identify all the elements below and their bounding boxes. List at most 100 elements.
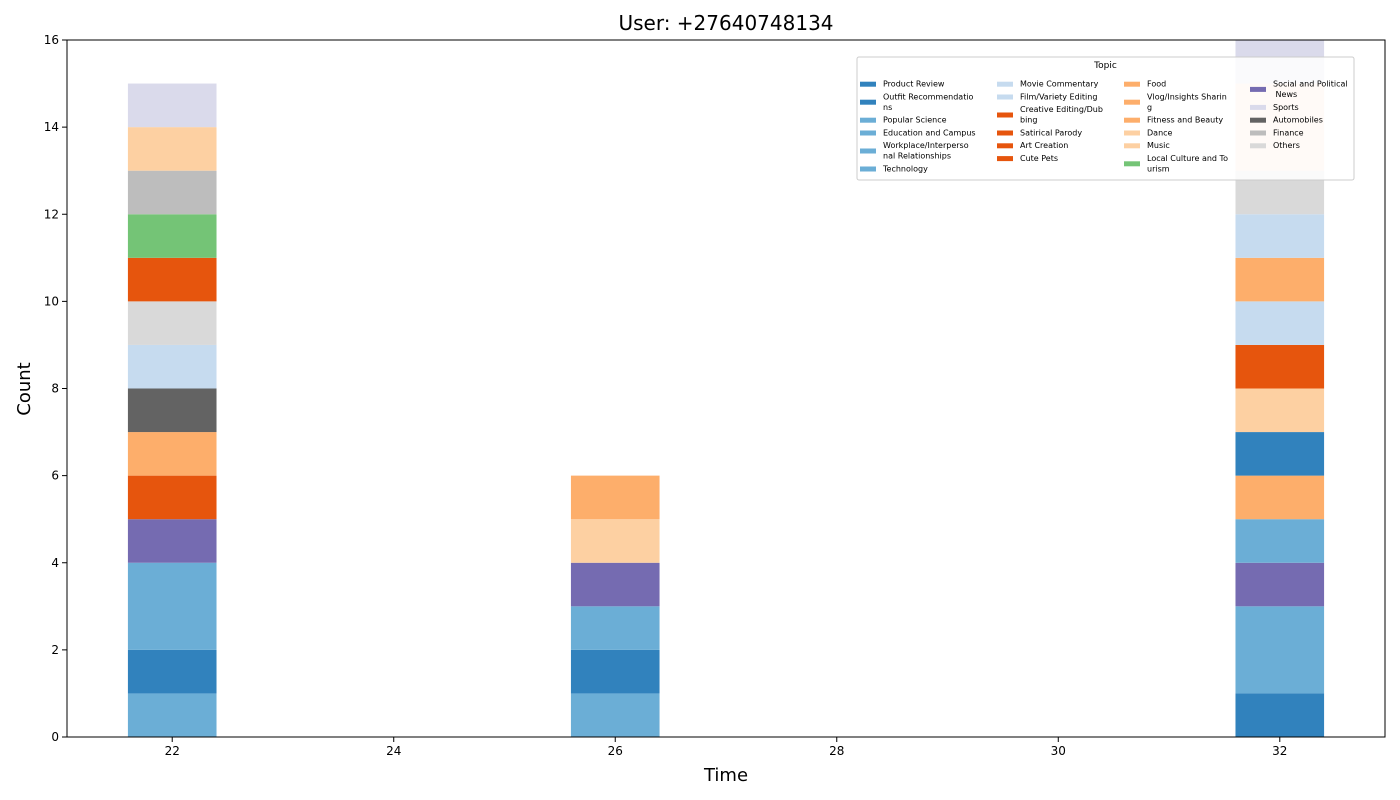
y-tick-label: 14 <box>44 120 59 134</box>
bar-stack-26 <box>570 475 660 737</box>
legend-entry: Social and Political News <box>1250 80 1348 99</box>
legend-title: Topic <box>1093 61 1117 71</box>
x-tick-label: 24 <box>386 744 401 758</box>
legend-swatch <box>1250 104 1266 110</box>
legend-swatch <box>1250 130 1266 136</box>
bar-stack-22 <box>127 83 217 737</box>
legend-label: Product Review <box>883 80 945 89</box>
y-tick-label: 10 <box>44 294 59 308</box>
y-tick-label: 2 <box>51 643 59 657</box>
legend-label: Vlog/Insights Sharin g <box>1147 92 1227 111</box>
bar-segment <box>570 519 660 563</box>
legend-label: Social and Political News <box>1273 80 1348 99</box>
bar-segment <box>570 475 660 520</box>
legend-label: Cute Pets <box>1020 154 1058 163</box>
legend-swatch <box>997 112 1013 118</box>
legend-label: Creative Editing/Dub bing <box>1020 105 1103 124</box>
legend-swatch <box>860 130 876 136</box>
legend-swatch <box>997 143 1013 149</box>
legend-swatch <box>1250 117 1266 123</box>
legend-entry: Creative Editing/Dub bing <box>997 105 1103 125</box>
legend-label: Outfit Recommendatio ns <box>883 92 974 111</box>
legend-label: Sports <box>1273 103 1299 112</box>
bar-segment <box>570 649 660 694</box>
legend-label: Automobiles <box>1273 116 1323 125</box>
legend-label: Workplace/Interperso nal Relationships <box>883 141 969 160</box>
legend-label: Local Culture and To urism <box>1147 154 1228 173</box>
legend-swatch <box>860 148 876 154</box>
bar-segment <box>127 257 217 302</box>
legend-swatch <box>1124 117 1140 123</box>
legend-label: Movie Commentary <box>1020 80 1099 89</box>
y-tick-label: 8 <box>51 382 59 396</box>
bar-segment <box>127 432 217 476</box>
legend-entry: Sports <box>1250 103 1299 112</box>
legend-entry: Local Culture and To urism <box>1124 154 1228 173</box>
legend-entry: Movie Commentary <box>997 80 1099 89</box>
legend-entry: Satirical Parody <box>997 128 1082 137</box>
legend-label: Dance <box>1147 128 1173 137</box>
legend-entry: Music <box>1124 141 1170 150</box>
bar-segment <box>1235 606 1325 694</box>
legend-entry: Food <box>1124 80 1166 89</box>
y-axis-label: Count <box>14 362 35 415</box>
bar-segment <box>1235 344 1325 389</box>
legend-swatch <box>1124 143 1140 149</box>
y-tick-label: 6 <box>51 469 59 483</box>
legend-entry: Finance <box>1250 128 1304 137</box>
legend-label: Education and Campus <box>883 128 976 137</box>
legend-entry: Workplace/Interperso nal Relationships <box>860 141 969 161</box>
legend-swatch <box>860 166 876 172</box>
legend-swatch <box>1124 130 1140 136</box>
legend-entry: Art Creation <box>997 141 1068 150</box>
legend-label: Food <box>1147 80 1166 89</box>
legend-swatch <box>997 156 1013 162</box>
bar-segment <box>1235 562 1325 607</box>
legend-swatch <box>1124 161 1140 167</box>
x-tick-label: 30 <box>1051 744 1066 758</box>
bar-segment <box>127 475 217 520</box>
legend-label: Others <box>1273 141 1300 150</box>
bar-segment <box>127 388 217 433</box>
legend: Topic Product Review Outfit Recommendatio n… <box>856 56 1355 181</box>
bar-segment <box>570 562 660 607</box>
bar-segment <box>1235 693 1325 737</box>
legend-swatch <box>860 117 876 123</box>
legend-entry: Vlog/Insights Sharin g <box>1124 92 1227 112</box>
legend-label: Art Creation <box>1020 141 1068 150</box>
legend-label: Popular Science <box>883 116 947 125</box>
legend-label: Fitness and Beauty <box>1147 116 1223 125</box>
legend-swatch <box>860 99 876 105</box>
legend-label: Music <box>1147 141 1170 150</box>
bar-segment <box>127 562 217 650</box>
y-tick-label: 12 <box>44 207 59 221</box>
legend-entry: Outfit Recommendatio ns <box>860 92 974 112</box>
x-tick-label: 32 <box>1272 744 1287 758</box>
x-tick-label: 28 <box>829 744 844 758</box>
legend-box <box>856 56 1355 181</box>
bar-segment <box>127 344 217 389</box>
legend-entry: Fitness and Beauty <box>1124 116 1223 125</box>
legend-swatch <box>1124 99 1140 105</box>
legend-entry: Dance <box>1124 128 1173 137</box>
legend-entry: Education and Campus <box>860 128 976 137</box>
x-axis-label: Time <box>703 765 748 786</box>
legend-swatch <box>1124 81 1140 87</box>
legend-label: Satirical Parody <box>1020 128 1082 137</box>
bar-segment <box>127 170 217 215</box>
bar-segment <box>1235 257 1325 302</box>
legend-entry: Automobiles <box>1250 116 1323 125</box>
legend-swatch <box>860 81 876 87</box>
bar-segment <box>127 693 217 737</box>
bar-segment <box>1235 214 1325 258</box>
legend-entry: Others <box>1250 141 1300 150</box>
bar-segment <box>127 519 217 563</box>
legend-swatch <box>997 94 1013 100</box>
bar-segment <box>1235 301 1325 345</box>
bar-segment <box>1235 475 1325 520</box>
y-tick-label: 0 <box>51 730 59 744</box>
legend-entry: Technology <box>860 164 928 173</box>
legend-swatch <box>1250 86 1266 92</box>
